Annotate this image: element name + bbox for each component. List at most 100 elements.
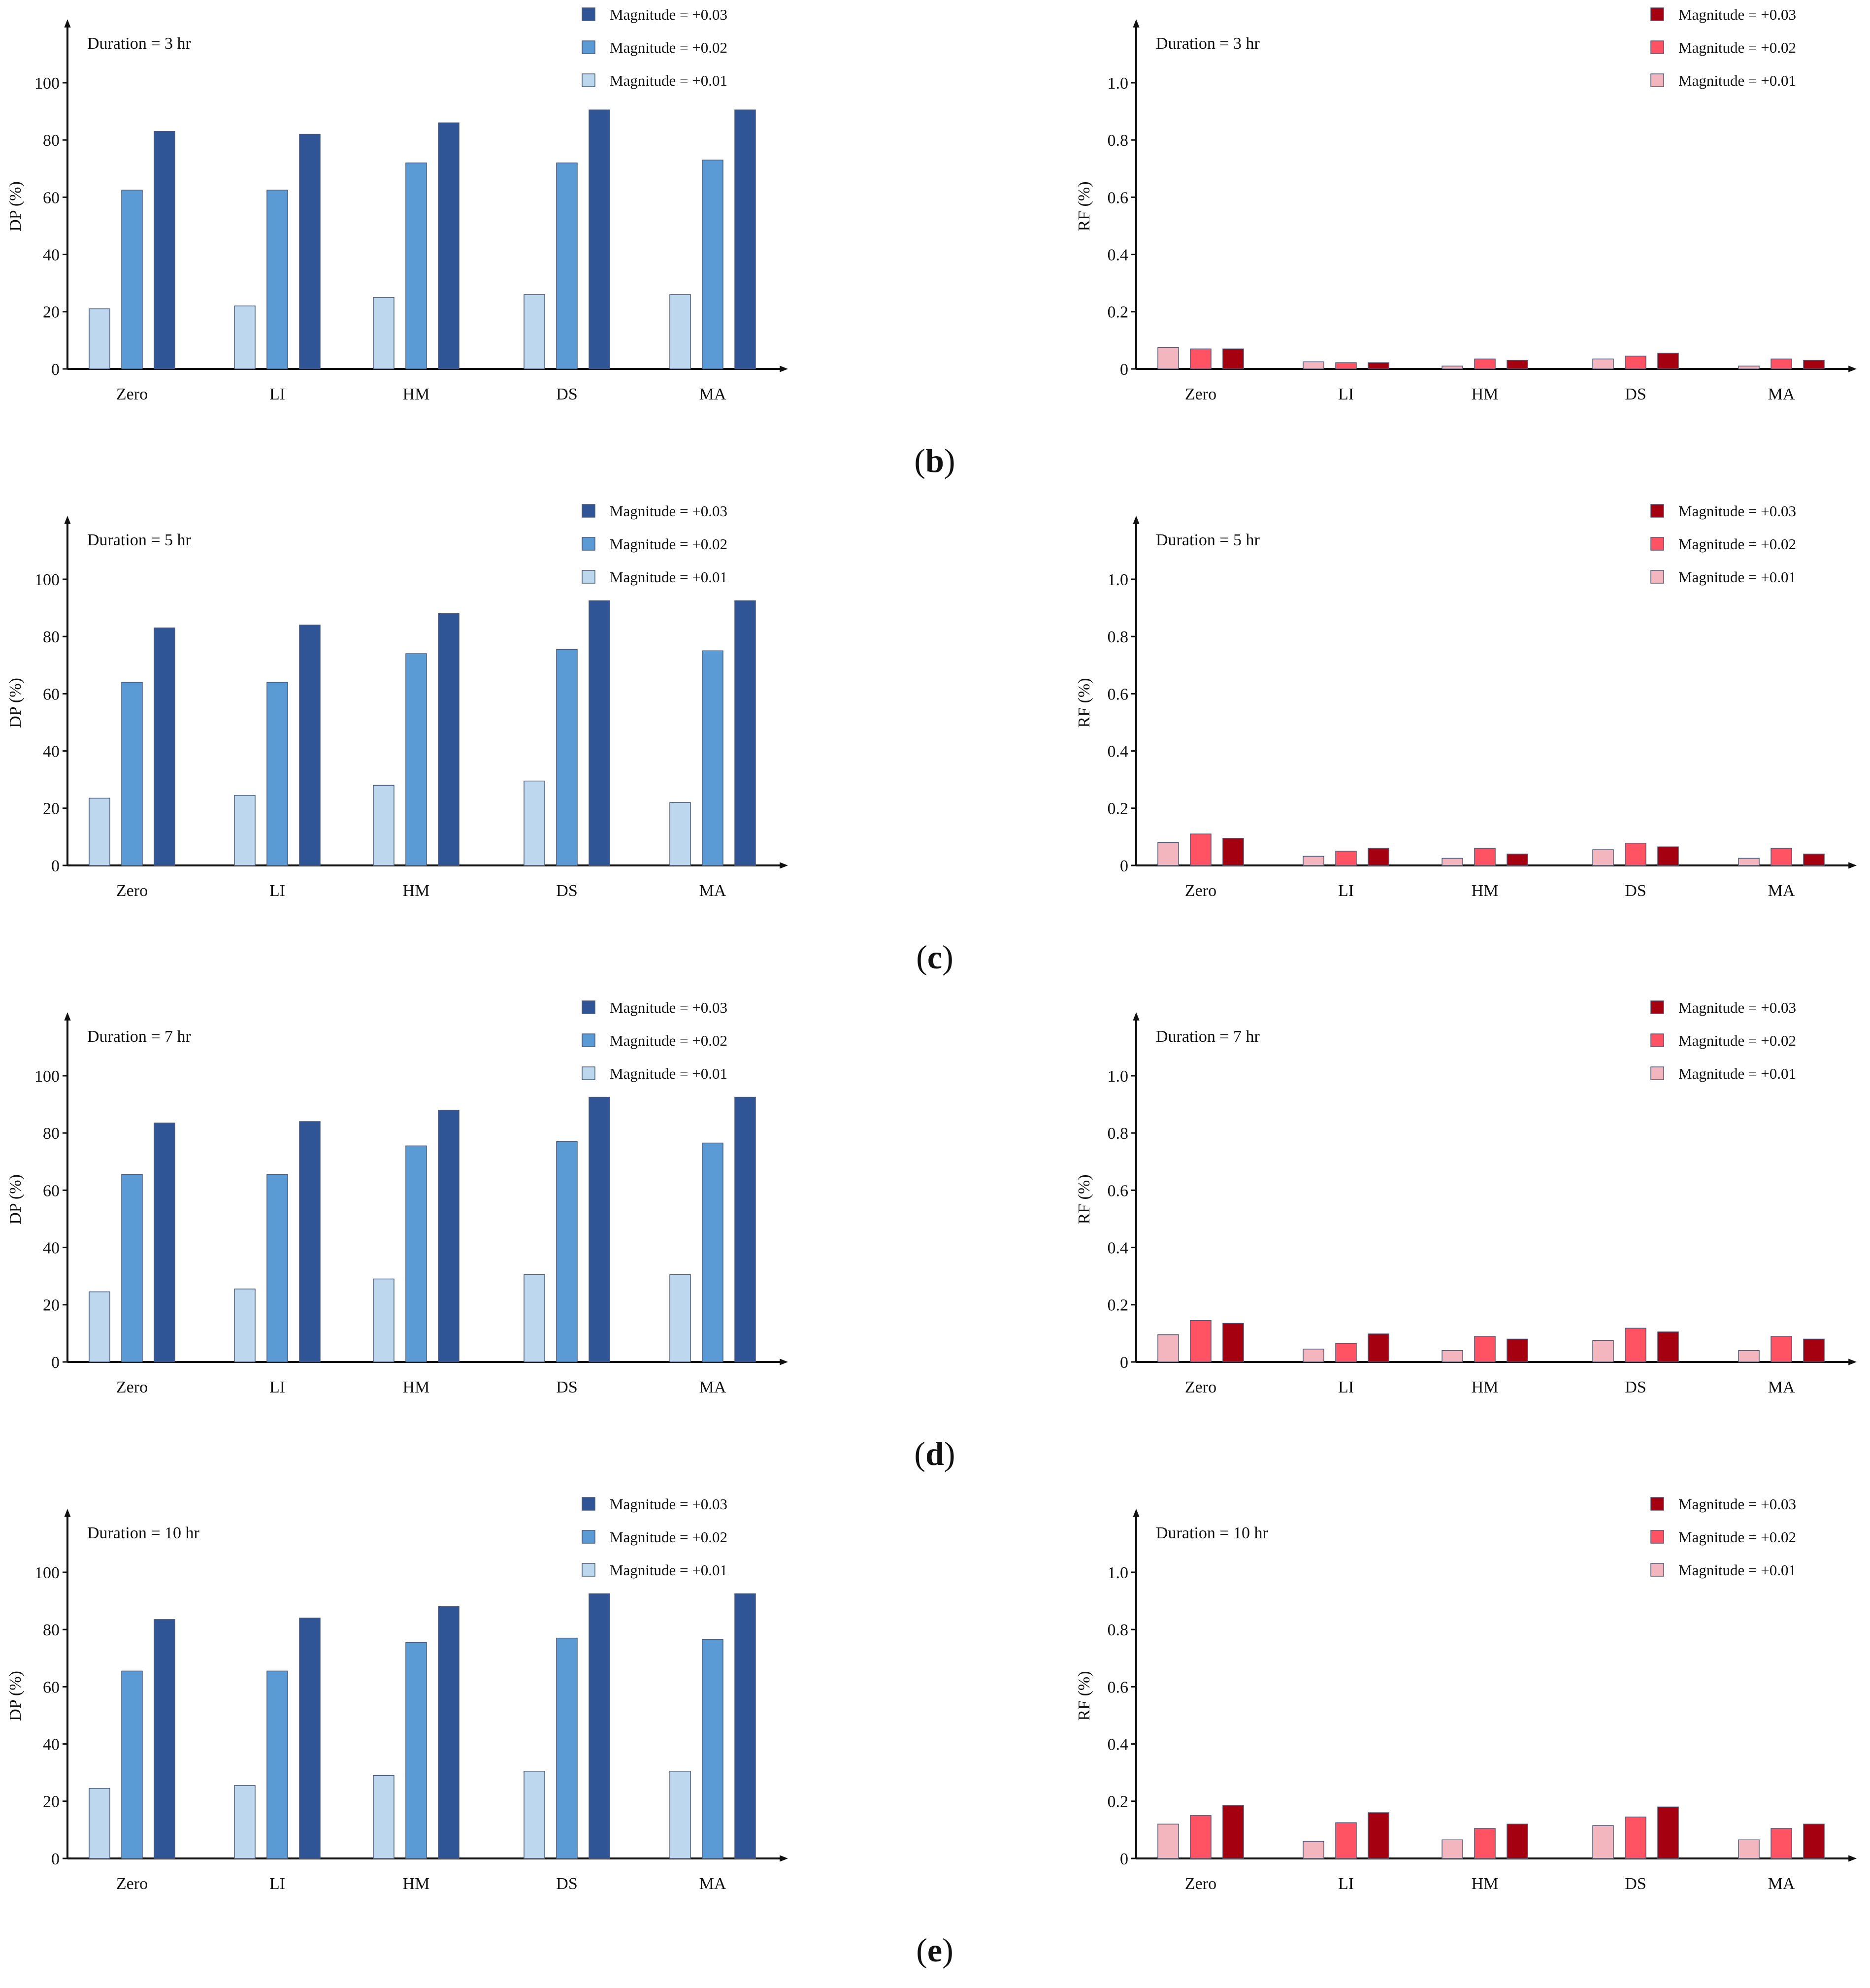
y-tick-label: 40 <box>43 1239 60 1258</box>
chart-title: Duration = 3 hr <box>87 34 192 53</box>
bar <box>1442 1839 1463 1859</box>
bar <box>154 1123 175 1362</box>
bar <box>438 1109 459 1362</box>
c-rf-chart: 0 0.2 0.4 0.6 0.8 1.0 RF (%) Duration = 5 hr Zer… <box>1075 502 1857 900</box>
bar <box>266 1174 288 1362</box>
x-tick-label: LI <box>1338 1875 1354 1893</box>
legend-label: Magnitude = +0.02 <box>1678 39 1796 56</box>
x-tick-label: LI <box>269 1378 285 1396</box>
y-tick-label: 0.4 <box>1108 1239 1129 1258</box>
bar <box>669 1274 691 1362</box>
bar <box>154 628 175 866</box>
bar <box>1625 842 1646 866</box>
bar <box>1592 1825 1614 1859</box>
legend-swatch <box>582 1563 595 1577</box>
y-tick-label: 40 <box>43 246 60 265</box>
x-tick-label: DS <box>1625 385 1646 403</box>
chart-title: Duration = 3 hr <box>1156 34 1260 53</box>
legend-swatch <box>1650 537 1664 551</box>
bar <box>234 1785 256 1859</box>
bar <box>524 1771 545 1859</box>
x-tick-label: HM <box>403 882 430 900</box>
bar <box>299 1121 321 1362</box>
x-tick-label: LI <box>269 1875 285 1893</box>
bar <box>1368 848 1389 866</box>
y-tick-label: 0.6 <box>1108 1182 1129 1200</box>
bar <box>1368 1333 1389 1362</box>
bar <box>89 797 110 866</box>
bar <box>1592 1340 1614 1362</box>
panel-label: (c) <box>916 938 953 976</box>
y-tick-label: 60 <box>43 1678 60 1696</box>
y-tick-label: 0 <box>1120 361 1128 379</box>
bar <box>589 1593 610 1859</box>
x-tick-label: HM <box>1472 882 1499 900</box>
x-tick-label: Zero <box>116 385 148 403</box>
bar <box>734 109 756 369</box>
y-tick-label: 0 <box>51 1850 60 1868</box>
bar <box>1474 1828 1496 1859</box>
y-axis-label: RF (%) <box>1075 678 1093 728</box>
y-tick-label: 20 <box>43 800 60 818</box>
bar <box>1303 856 1324 866</box>
bar <box>556 649 578 866</box>
legend-swatch <box>1650 1066 1664 1080</box>
legend-label: Magnitude = +0.02 <box>1678 1528 1796 1546</box>
bar <box>1507 1823 1528 1859</box>
y-tick-label: 0 <box>51 857 60 875</box>
y-tick-label: 0.8 <box>1108 1125 1129 1143</box>
bar <box>669 294 691 369</box>
x-tick-label: LI <box>1338 882 1354 900</box>
legend-swatch <box>1650 1000 1664 1014</box>
bar <box>1803 1338 1825 1362</box>
bar <box>299 133 321 369</box>
x-tick-label: DS <box>556 385 577 403</box>
bar <box>1771 358 1792 369</box>
x-tick-label: DS <box>1625 1378 1646 1396</box>
legend-label: Magnitude = +0.01 <box>1678 568 1796 586</box>
legend-label: Magnitude = +0.03 <box>1678 999 1796 1016</box>
bar <box>1771 1828 1792 1859</box>
y-tick-label: 100 <box>34 1067 60 1086</box>
legend-swatch <box>582 40 595 54</box>
y-tick-label: 0 <box>51 1354 60 1372</box>
d-dp-chart: 0 20 40 60 80 100 DP (%) Duration = 7 hr Zero LI H… <box>6 999 788 1396</box>
legend-label: Magnitude = +0.02 <box>610 535 727 553</box>
bar <box>1657 846 1679 866</box>
bar <box>266 190 288 369</box>
b-dp-chart: 0 20 40 60 80 100 DP (%) Duration = 3 hr Zero LI H… <box>6 6 788 403</box>
bar <box>1803 854 1825 866</box>
y-tick-label: 80 <box>43 1125 60 1143</box>
bar <box>1303 361 1324 369</box>
x-tick-label: LI <box>1338 1378 1354 1396</box>
legend-swatch <box>1650 1530 1664 1544</box>
x-tick-label: LI <box>269 385 285 403</box>
y-axis-label: RF (%) <box>1075 1174 1093 1224</box>
panel-label: (d) <box>914 1435 955 1472</box>
bar <box>1303 1841 1324 1859</box>
bar <box>121 1670 143 1859</box>
x-tick-label: MA <box>1768 385 1795 403</box>
bar <box>234 305 256 369</box>
legend-swatch <box>582 1000 595 1014</box>
x-tick-label: DS <box>1625 1875 1646 1893</box>
bar <box>1738 1839 1760 1859</box>
legend-swatch <box>1650 1033 1664 1047</box>
bar <box>1222 838 1244 866</box>
bar <box>556 1637 578 1859</box>
y-tick-label: 0.4 <box>1108 1736 1129 1754</box>
x-tick-label: Zero <box>116 1875 148 1893</box>
legend-swatch <box>582 537 595 551</box>
bar <box>1335 851 1357 866</box>
x-tick-label: MA <box>699 1378 726 1396</box>
legend-label: Magnitude = +0.03 <box>1678 502 1796 520</box>
bar <box>1190 833 1212 866</box>
bar <box>1771 848 1792 866</box>
x-tick-label: HM <box>403 1875 430 1893</box>
y-tick-label: 100 <box>34 1564 60 1582</box>
bar <box>1222 348 1244 369</box>
legend-label: Magnitude = +0.02 <box>610 1528 727 1546</box>
bar <box>1442 365 1463 369</box>
bar <box>89 308 110 369</box>
x-tick-label: HM <box>1472 1378 1499 1396</box>
